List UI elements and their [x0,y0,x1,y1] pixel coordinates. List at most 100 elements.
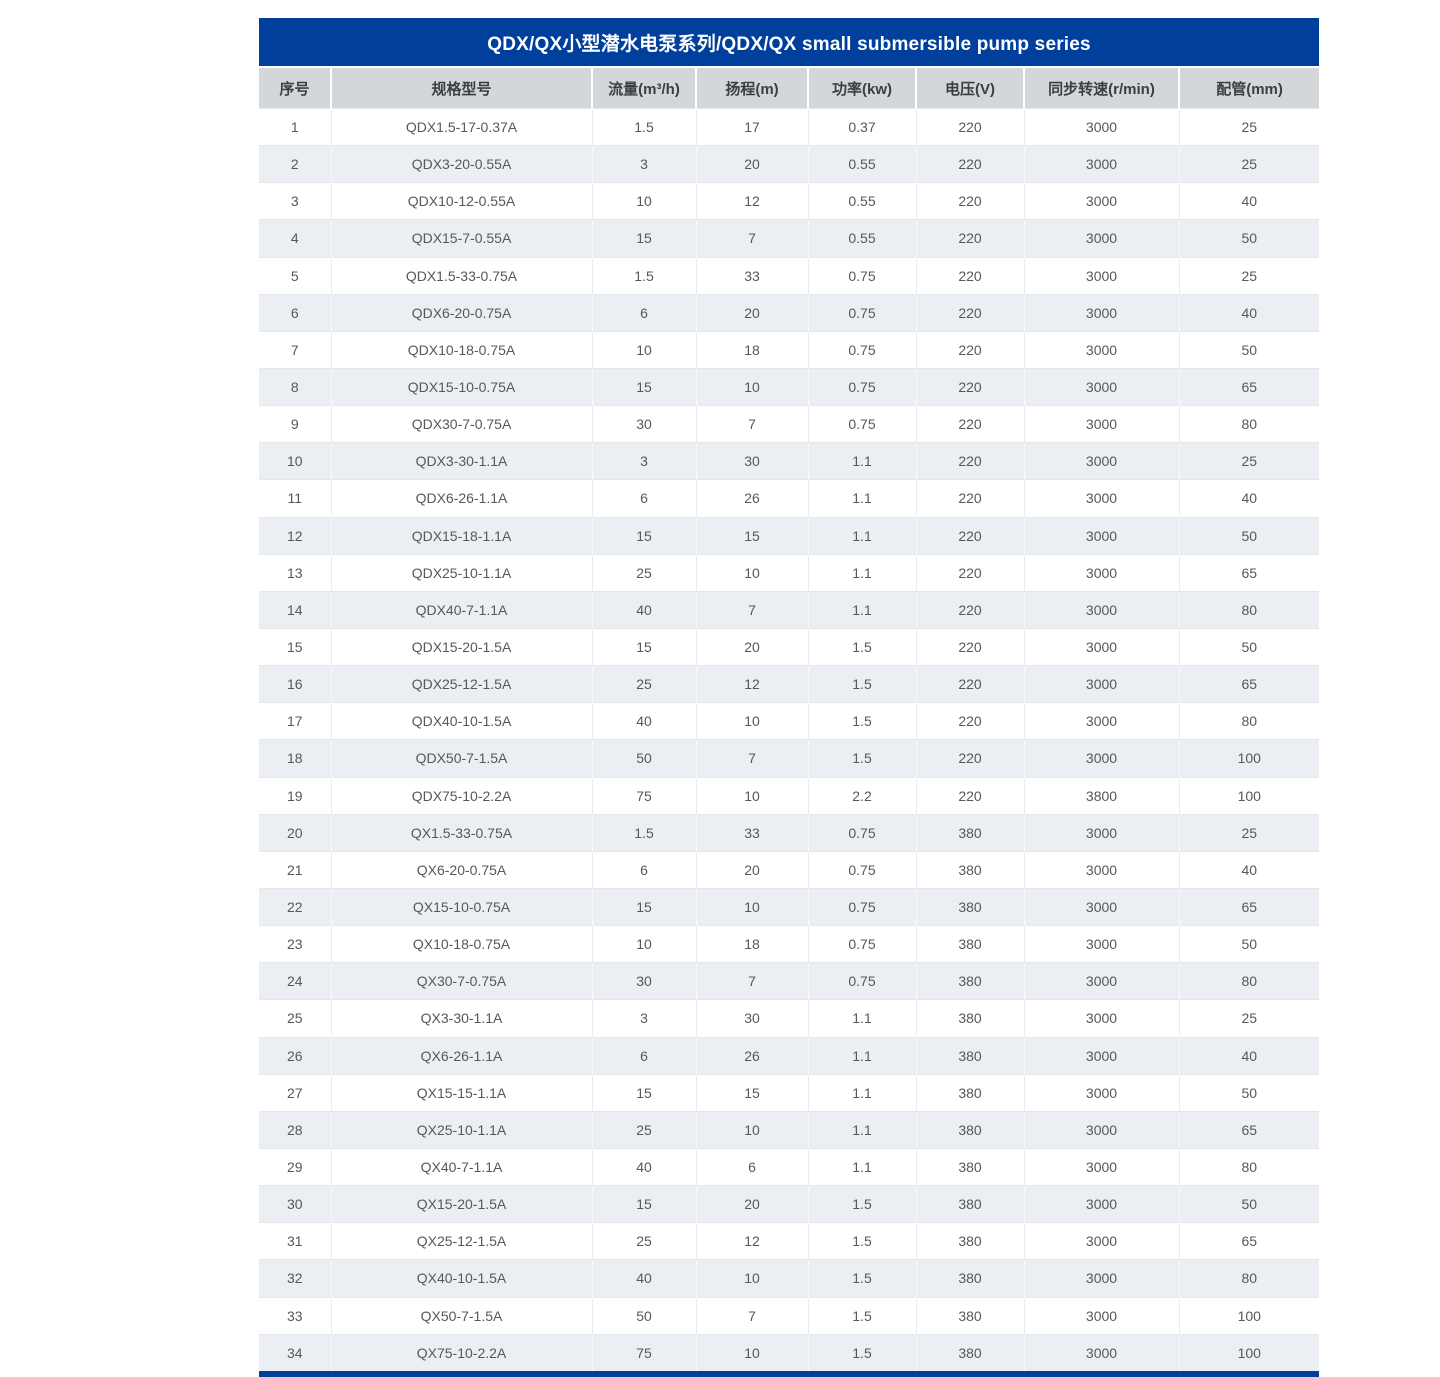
table-cell-8: 65 [1178,553,1320,592]
table-cell-5: 0.75 [807,293,916,332]
table-cell-3: 40 [591,1147,696,1186]
table-cell-3: 3 [591,145,696,183]
table-cell-7: 3000 [1023,442,1179,480]
table-cell-5: 0.37 [807,107,916,146]
table-cell-4: 17 [695,107,808,146]
table-cell-7: 3000 [1023,1147,1179,1186]
table-cell-5: 0.75 [807,925,916,963]
table-cell-1: 34 [259,1333,331,1371]
table-cell-5: 1.5 [807,627,916,666]
table-row: 14 QDX40-7-1.1A 40 7 1.1 220 3000 80 [259,590,1320,629]
table-cell-5: 0.75 [807,813,916,852]
table-cell-7: 3000 [1023,293,1179,332]
table-cell-1: 29 [259,1147,331,1186]
table-row: 34 QX75-10-2.2A 75 10 1.5 380 3000 100 [259,1333,1320,1371]
table-cell-1: 9 [259,405,331,443]
table-cell-1: 32 [259,1259,331,1297]
table-cell-5: 0.75 [807,330,916,369]
table-row: 21 QX6-20-0.75A 6 20 0.75 380 3000 40 [259,850,1320,889]
table-cell-4: 10 [695,702,808,740]
table-cell-5: 1.5 [807,665,916,703]
table-cell-8: 65 [1178,1110,1320,1149]
table-cell-3: 1.5 [591,107,696,146]
table-row: 11 QDX6-26-1.1A 6 26 1.1 220 3000 40 [259,479,1320,518]
table-cell-8: 25 [1178,999,1320,1038]
table-row: 8 QDX15-10-0.75A 15 10 0.75 220 3000 65 [259,367,1320,406]
table-row: 24 QX30-7-0.75A 30 7 0.75 380 3000 80 [259,962,1320,1000]
table-cell-8: 50 [1178,1185,1320,1223]
table-row: 17 QDX40-10-1.5A 40 10 1.5 220 3000 80 [259,702,1320,740]
table-row: 12 QDX15-18-1.1A 15 15 1.1 220 3000 50 [259,516,1320,555]
table-cell-2: QDX3-30-1.1A [330,442,592,480]
table-cell-4: 30 [695,999,808,1038]
table-row: 15 QDX15-20-1.5A 15 20 1.5 220 3000 50 [259,627,1320,666]
table-cell-6: 380 [915,1333,1024,1371]
table-cell-2: QX40-7-1.1A [330,1147,592,1186]
table-cell-7: 3000 [1023,479,1179,518]
table-cell-4: 10 [695,1110,808,1149]
table-cell-5: 1.1 [807,999,916,1038]
table-cell-7: 3000 [1023,145,1179,183]
table-cell-2: QX6-20-0.75A [330,850,592,889]
table-cell-4: 10 [695,1333,808,1371]
table-cell-8: 40 [1178,479,1320,518]
table-cell-7: 3000 [1023,1333,1179,1371]
table-cell-2: QX15-15-1.1A [330,1073,592,1112]
next-section-header-strip [259,1370,1319,1377]
table-cell-3: 50 [591,739,696,778]
table-cell-4: 20 [695,627,808,666]
table-cell-2: QDX1.5-33-0.75A [330,256,592,295]
table-cell-7: 3000 [1023,627,1179,666]
table-cell-5: 1.1 [807,1073,916,1112]
table-cell-7: 3000 [1023,590,1179,629]
table-cell-7: 3000 [1023,1036,1179,1075]
table-cell-1: 11 [259,479,331,518]
table-cell-6: 220 [915,553,1024,592]
table-row: 4 QDX15-7-0.55A 15 7 0.55 220 3000 50 [259,219,1320,258]
table-row: 28 QX25-10-1.1A 25 10 1.1 380 3000 65 [259,1110,1320,1149]
table-cell-3: 6 [591,1036,696,1075]
table-cell-3: 15 [591,219,696,258]
table-cell-2: QX3-30-1.1A [330,999,592,1038]
table-title-row: QDX/QX小型潜水电泵系列/QDX/QX small submersible … [259,18,1320,67]
table-cell-3: 15 [591,516,696,555]
table-cell-6: 380 [915,813,1024,852]
table-cell-7: 3000 [1023,1259,1179,1297]
table-cell-6: 380 [915,962,1024,1000]
table-cell-5: 0.55 [807,145,916,183]
table-cell-2: QDX50-7-1.5A [330,739,592,778]
table-cell-6: 380 [915,1110,1024,1149]
table-cell-1: 22 [259,887,331,926]
table-cell-1: 13 [259,553,331,592]
table-cell-8: 65 [1178,1222,1320,1260]
table-cell-2: QDX15-10-0.75A [330,367,592,406]
table-body: 1 QDX1.5-17-0.37A 1.5 17 0.37 220 3000 25 2 QDX3-… [259,107,1320,1371]
table-cell-2: QDX25-10-1.1A [330,553,592,592]
table-cell-2: QX1.5-33-0.75A [330,813,592,852]
table-cell-6: 380 [915,925,1024,963]
table-cell-4: 10 [695,367,808,406]
table-row: 2 QDX3-20-0.55A 3 20 0.55 220 3000 25 [259,145,1320,183]
table-cell-7: 3000 [1023,702,1179,740]
table-cell-2: QDX1.5-17-0.37A [330,107,592,146]
table-cell-2: QDX40-7-1.1A [330,590,592,629]
table-cell-2: QDX10-18-0.75A [330,330,592,369]
table-cell-5: 1.5 [807,1259,916,1297]
table-cell-3: 75 [591,776,696,815]
table-cell-4: 7 [695,590,808,629]
table-cell-8: 25 [1178,256,1320,295]
table-cell-5: 1.1 [807,1147,916,1186]
table-cell-7: 3800 [1023,776,1179,815]
table-cell-1: 8 [259,367,331,406]
table-cell-1: 23 [259,925,331,963]
table-cell-4: 30 [695,442,808,480]
table-cell-1: 30 [259,1185,331,1223]
table-cell-3: 10 [591,925,696,963]
table-cell-7: 3000 [1023,219,1179,258]
table-cell-8: 80 [1178,405,1320,443]
table-cell-4: 10 [695,776,808,815]
table-cell-2: QX6-26-1.1A [330,1036,592,1075]
table-cell-5: 1.5 [807,739,916,778]
table-cell-3: 40 [591,1259,696,1297]
table-cell-8: 25 [1178,442,1320,480]
